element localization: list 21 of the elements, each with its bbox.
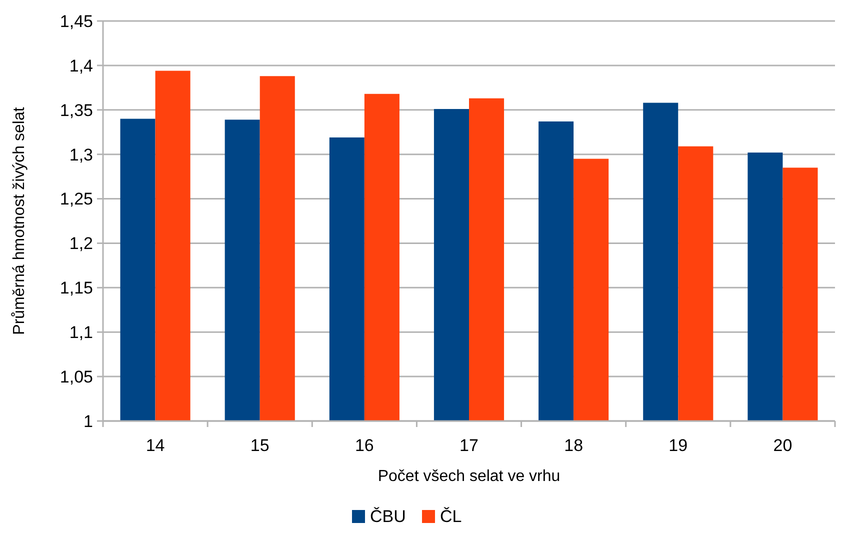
- y-tick-label: 1,15: [60, 278, 93, 298]
- x-tick-label: 14: [146, 436, 165, 455]
- y-tick-label: 1,4: [69, 56, 93, 76]
- y-tick-label: 1,2: [69, 234, 93, 254]
- x-tick-label: 15: [250, 436, 270, 455]
- y-tick-label: 1: [84, 412, 93, 431]
- y-tick-label: 1,35: [60, 100, 93, 120]
- y-axis-title: Průměrná hmotnost živých selat: [11, 106, 28, 335]
- legend-label: ČBU: [370, 507, 406, 526]
- x-tick-label: 19: [668, 436, 688, 455]
- y-tick-label: 1,45: [60, 12, 93, 31]
- x-tick-label: 16: [354, 436, 374, 455]
- y-tick-label: 1,1: [69, 323, 93, 342]
- x-axis-title: Počet všech selat ve vrhu: [378, 468, 560, 485]
- x-tick-label: 17: [460, 436, 478, 455]
- y-tick-label: 1,3: [69, 145, 93, 164]
- y-tick-label: 1,05: [60, 368, 93, 387]
- legend-label: ČL: [440, 507, 462, 526]
- x-tick-label: 18: [564, 436, 584, 455]
- y-tick-label: 1,25: [60, 190, 93, 209]
- x-tick-label: 20: [773, 436, 792, 455]
